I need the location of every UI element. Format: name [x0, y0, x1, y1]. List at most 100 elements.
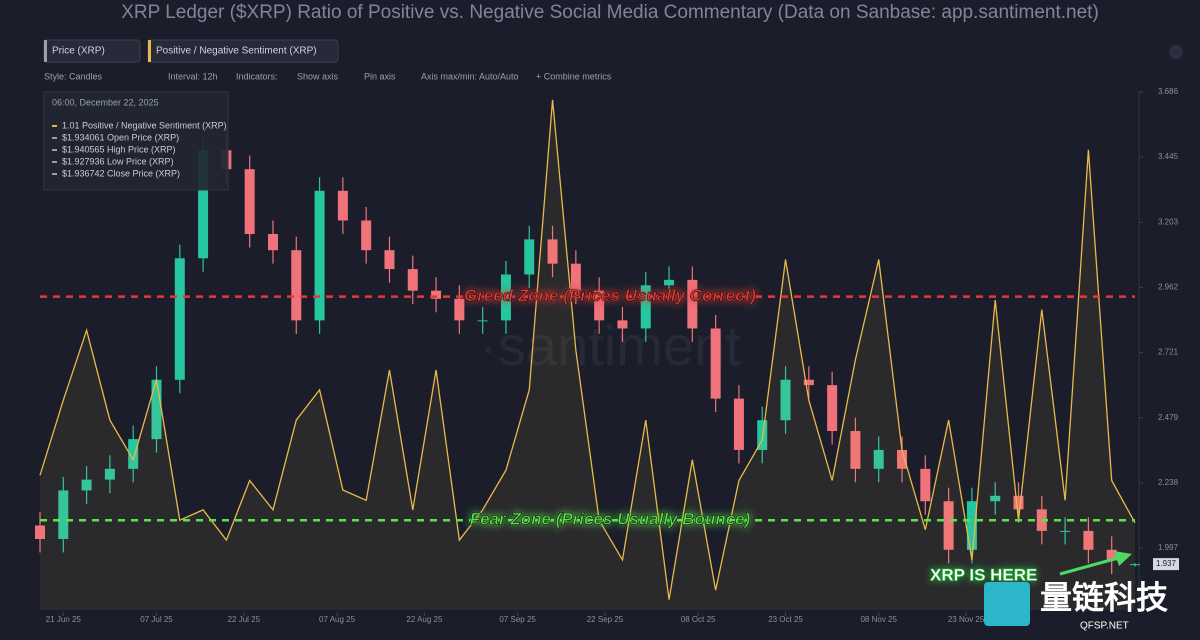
candle-body — [827, 385, 838, 432]
x-tick-label: 23 Nov 25 — [948, 615, 985, 624]
candle-body — [850, 431, 861, 469]
candle-body — [617, 320, 628, 329]
y-tick-label: 3.686 — [1158, 87, 1179, 96]
candle-body — [128, 439, 139, 469]
toolbar-item[interactable]: Interval: 12h — [168, 71, 218, 81]
y-tick-label: 2.479 — [1158, 413, 1179, 422]
x-tick-label: 08 Nov 25 — [860, 615, 897, 624]
candle-body — [547, 239, 558, 264]
candle-body — [291, 250, 302, 321]
y-tick-label: 2.721 — [1158, 348, 1179, 357]
candle-body — [407, 269, 418, 291]
tooltip-line: $1.934061 Open Price (XRP) — [62, 132, 179, 142]
candle-body — [454, 298, 465, 321]
candle-body — [151, 379, 162, 440]
x-tick-label: 22 Sep 25 — [587, 615, 624, 624]
candle-body — [594, 290, 605, 321]
candle-body — [431, 290, 442, 299]
candle-body — [500, 274, 511, 321]
candle-body — [477, 320, 488, 322]
chart-title: XRP Ledger ($XRP) Ratio of Positive vs. … — [121, 2, 1099, 23]
candle-body — [314, 190, 325, 321]
candle-body — [244, 169, 255, 234]
candle-body — [873, 449, 884, 469]
settings-icon[interactable] — [1169, 45, 1183, 59]
y-tick-label: 3.445 — [1158, 152, 1179, 161]
logo: 量链科技 QFSP.NET — [984, 579, 1168, 632]
candle-body — [58, 490, 69, 540]
price-badge — [1153, 558, 1179, 571]
candle-body — [361, 220, 372, 251]
x-tick-label: 07 Aug 25 — [319, 615, 356, 624]
x-tick-label: 07 Sep 25 — [499, 615, 536, 624]
candle-body — [640, 285, 651, 329]
tooltip-swatch — [52, 149, 57, 151]
candle-body — [943, 501, 954, 550]
toolbar-item[interactable]: + Combine metrics — [536, 71, 612, 81]
chip-marker — [44, 40, 47, 62]
sentiment-area — [40, 99, 1135, 611]
candle-body — [174, 258, 185, 380]
logo-site: QFSP.NET — [1080, 621, 1129, 632]
toolbar-item[interactable]: Style: Candles — [44, 71, 103, 81]
tooltip — [43, 91, 229, 191]
x-tick-label: 23 Oct 25 — [768, 615, 803, 624]
candle-body — [384, 250, 395, 270]
logo-name: 量链科技 — [1040, 579, 1168, 615]
reference-label: Fear Zone (Prices Usually Bounce) — [470, 510, 751, 529]
y-tick-label: 2.962 — [1158, 283, 1179, 292]
candle-body — [81, 479, 92, 491]
candle-body — [966, 501, 977, 550]
y-tick-label: 1.997 — [1158, 543, 1179, 552]
candle-body — [104, 468, 115, 480]
x-tick-label: 22 Jul 25 — [228, 615, 261, 624]
candle-body — [990, 495, 1001, 502]
tooltip-line: 1.01 Positive / Negative Sentiment (XRP) — [62, 120, 227, 130]
candle-body — [570, 263, 581, 291]
toolbar-item[interactable]: Show axis — [297, 71, 339, 81]
chip-marker — [148, 40, 151, 62]
candle-body — [337, 190, 348, 221]
x-tick-label: 22 Aug 25 — [406, 615, 443, 624]
legend-entry: Price (XRP) — [52, 46, 105, 57]
annotation-arrowhead — [1114, 551, 1132, 566]
candle-body — [920, 468, 931, 502]
candle-body — [1060, 530, 1071, 532]
reference-label: Greed Zone (Prices Usually Correct) — [464, 286, 756, 305]
legend-entry: Positive / Negative Sentiment (XRP) — [156, 46, 317, 57]
tooltip-swatch — [52, 161, 57, 163]
candle-body — [687, 279, 698, 329]
tooltip-line: $1.940565 High Price (XRP) — [62, 144, 176, 154]
tooltip-swatch — [52, 125, 57, 127]
price-badge-label: 1.937 — [1156, 559, 1177, 568]
annotation: XRP IS HERE — [930, 565, 1037, 584]
y-tick-label: 2.238 — [1158, 478, 1179, 487]
toolbar-item[interactable]: Pin axis — [364, 71, 396, 81]
annotation-arrow — [1059, 556, 1119, 576]
candle-body — [897, 449, 908, 469]
candle-body — [803, 379, 814, 386]
candle-body — [267, 233, 278, 251]
tooltip-swatch — [52, 137, 57, 139]
x-tick-label: 08 Oct 25 — [681, 615, 716, 624]
logo-icon — [984, 582, 1030, 626]
candle-body — [1106, 549, 1117, 561]
x-tick-label: 07 Jul 25 — [140, 615, 173, 624]
watermark: ·santiment — [479, 314, 741, 377]
candle-body — [35, 525, 45, 540]
plot: 1.997 2.238 2.479 2.721 2.962 3.203 3.445 3.686… — [35, 87, 1179, 624]
tooltip-line: $1.936742 Close Price (XRP) — [62, 168, 180, 178]
candle-body — [780, 379, 791, 421]
toolbar-item[interactable]: Indicators: — [236, 71, 278, 81]
candle-body — [1083, 530, 1094, 550]
candle-body — [1013, 495, 1024, 510]
sentiment-line — [39, 99, 1136, 600]
candle-body — [1130, 564, 1140, 566]
y-tick-label: 3.203 — [1158, 217, 1179, 226]
tooltip-swatch — [52, 173, 57, 175]
tooltip-line: $1.927936 Low Price (XRP) — [62, 156, 174, 166]
toolbar-item[interactable]: Axis max/min: Auto/Auto — [421, 71, 519, 81]
candle-body — [524, 239, 535, 275]
